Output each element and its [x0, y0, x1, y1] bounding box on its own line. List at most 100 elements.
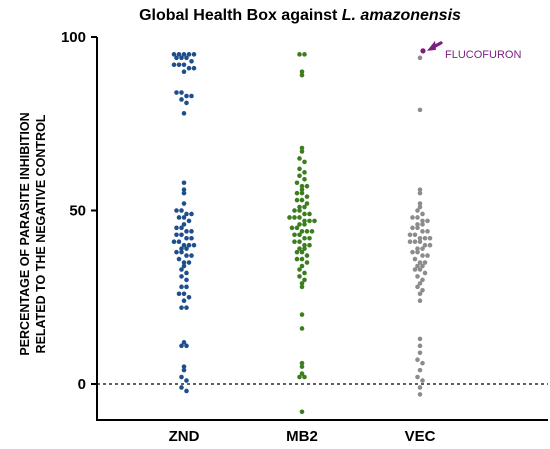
y-tick-label: 0: [78, 376, 86, 393]
data-point: [179, 55, 184, 61]
data-point: [299, 190, 305, 196]
data-point: [422, 270, 428, 276]
data-point: [179, 90, 184, 95]
data-point: [297, 173, 302, 179]
x-category-label: MB2: [286, 428, 318, 445]
data-point: [181, 298, 187, 304]
data-point: [417, 204, 423, 210]
x-category-label: VEC: [405, 428, 436, 445]
data-point: [415, 249, 420, 255]
data-point: [415, 246, 420, 251]
data-point: [171, 52, 177, 57]
data-point: [181, 62, 187, 68]
data-point: [297, 156, 302, 161]
data-point: [417, 235, 423, 241]
data-point: [412, 267, 418, 272]
data-point: [299, 72, 305, 78]
data-point: [415, 274, 420, 279]
data-point: [179, 305, 184, 310]
y-tick-label: 50: [69, 203, 86, 220]
data-point: [417, 291, 423, 297]
data-point: [184, 284, 189, 290]
data-point: [415, 284, 420, 290]
y-tick-label: 100: [61, 29, 86, 46]
data-point: [289, 225, 295, 231]
data-point: [174, 249, 179, 255]
data-point: [179, 232, 184, 238]
data-point: [299, 187, 305, 192]
data-point: [184, 93, 189, 99]
data-point: [297, 374, 302, 380]
data-point: [292, 232, 297, 238]
data-point: [181, 52, 187, 57]
data-point: [302, 170, 307, 175]
data-point: [186, 65, 192, 71]
data-point: [176, 239, 182, 245]
data-point: [297, 204, 302, 210]
data-point: [176, 256, 182, 262]
data-point: [186, 260, 192, 265]
data-point: [302, 222, 307, 227]
data-point: [299, 149, 305, 154]
data-point: [304, 253, 310, 258]
chart-title-prefix: Global Health Box against: [139, 7, 342, 24]
data-point: [410, 215, 415, 220]
data-point: [184, 253, 189, 258]
data-point: [189, 235, 194, 241]
data-point: [422, 242, 428, 248]
data-point: [309, 229, 315, 234]
data-point: [299, 249, 305, 255]
data-point: [294, 225, 300, 231]
data-point: [181, 180, 187, 186]
data-point: [181, 242, 187, 248]
data-point: [304, 194, 310, 199]
data-point: [304, 201, 310, 206]
data-point: [184, 343, 189, 349]
data-point: [302, 211, 307, 217]
data-point: [176, 215, 182, 220]
data-point: [415, 357, 420, 363]
data-point: [294, 249, 300, 255]
data-point: [299, 197, 305, 203]
data-point: [417, 350, 423, 356]
data-point: [410, 249, 415, 255]
data-point: [179, 343, 184, 349]
data-point: [174, 55, 179, 61]
data-point: [299, 360, 305, 366]
data-point: [422, 260, 428, 265]
data-point: [297, 166, 302, 172]
data-point: [176, 52, 182, 57]
highlight-arrow-head: [427, 40, 436, 51]
data-point: [297, 246, 302, 251]
data-point: [425, 229, 430, 234]
data-point: [425, 253, 430, 258]
highlight-point: [420, 48, 426, 54]
data-point: [294, 190, 300, 196]
data-point: [179, 225, 184, 231]
data-point: [184, 100, 189, 106]
data-point: [415, 225, 420, 231]
data-point: [189, 253, 194, 258]
data-point: [412, 232, 418, 238]
data-point: [417, 239, 423, 245]
data-point: [184, 277, 189, 283]
data-point: [181, 222, 187, 227]
data-point: [297, 52, 302, 57]
data-point: [417, 343, 423, 349]
data-point: [299, 256, 305, 262]
data-point: [181, 364, 187, 369]
data-point: [297, 274, 302, 279]
data-point: [417, 298, 423, 304]
y-axis-ticks: 0 50 100: [61, 29, 97, 393]
data-point: [184, 55, 189, 61]
data-point: [302, 235, 307, 241]
data-point: [297, 239, 302, 245]
data-point: [302, 204, 307, 210]
data-point: [297, 208, 302, 213]
data-point: [299, 371, 305, 376]
data-point: [189, 211, 194, 217]
data-points: [171, 52, 433, 415]
data-point: [292, 239, 297, 245]
data-point: [297, 232, 302, 238]
data-point: [176, 291, 182, 297]
